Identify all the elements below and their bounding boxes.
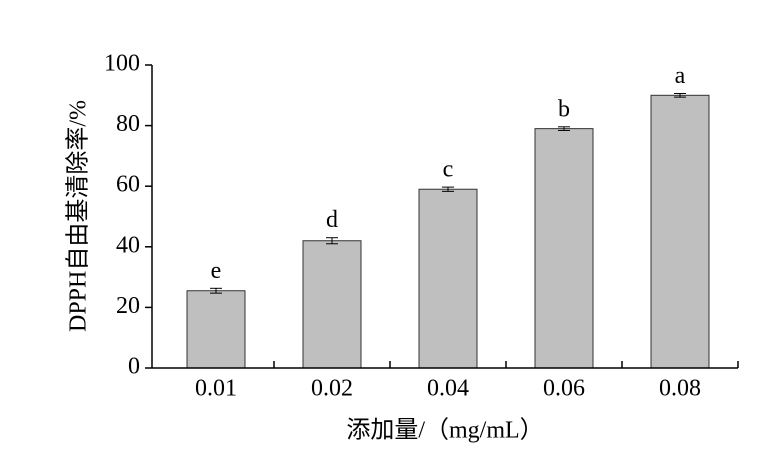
bar	[534, 128, 594, 369]
bar	[650, 94, 710, 369]
error-bar	[558, 126, 570, 131]
x-tick-label: 0.04	[427, 376, 469, 402]
y-tick-label: 40	[116, 232, 140, 258]
significance-label: a	[675, 63, 686, 89]
significance-label: c	[443, 157, 454, 183]
significance-label: b	[558, 96, 570, 122]
bar	[186, 290, 246, 369]
y-tick-label: 100	[104, 51, 140, 77]
x-tick-label: 0.01	[195, 376, 237, 402]
x-tick-label: 0.08	[659, 376, 701, 402]
y-tick-label: 20	[116, 293, 140, 319]
y-tick-label: 0	[128, 354, 140, 380]
bar	[418, 188, 478, 369]
error-bar	[674, 92, 686, 98]
y-tick-label: 80	[116, 111, 140, 137]
error-bar	[326, 237, 338, 245]
y-axis-label: DPPH自由基清除率/%	[65, 100, 92, 332]
x-axis-label: 添加量/（mg/mL）	[346, 417, 543, 444]
significance-label: e	[211, 258, 222, 284]
x-tick-label: 0.06	[543, 376, 585, 402]
error-bar	[210, 287, 222, 294]
x-tick-label: 0.02	[311, 376, 353, 402]
y-tick-label: 60	[116, 172, 140, 198]
significance-label: d	[326, 207, 338, 233]
bar	[302, 240, 362, 369]
error-bar	[442, 186, 454, 192]
